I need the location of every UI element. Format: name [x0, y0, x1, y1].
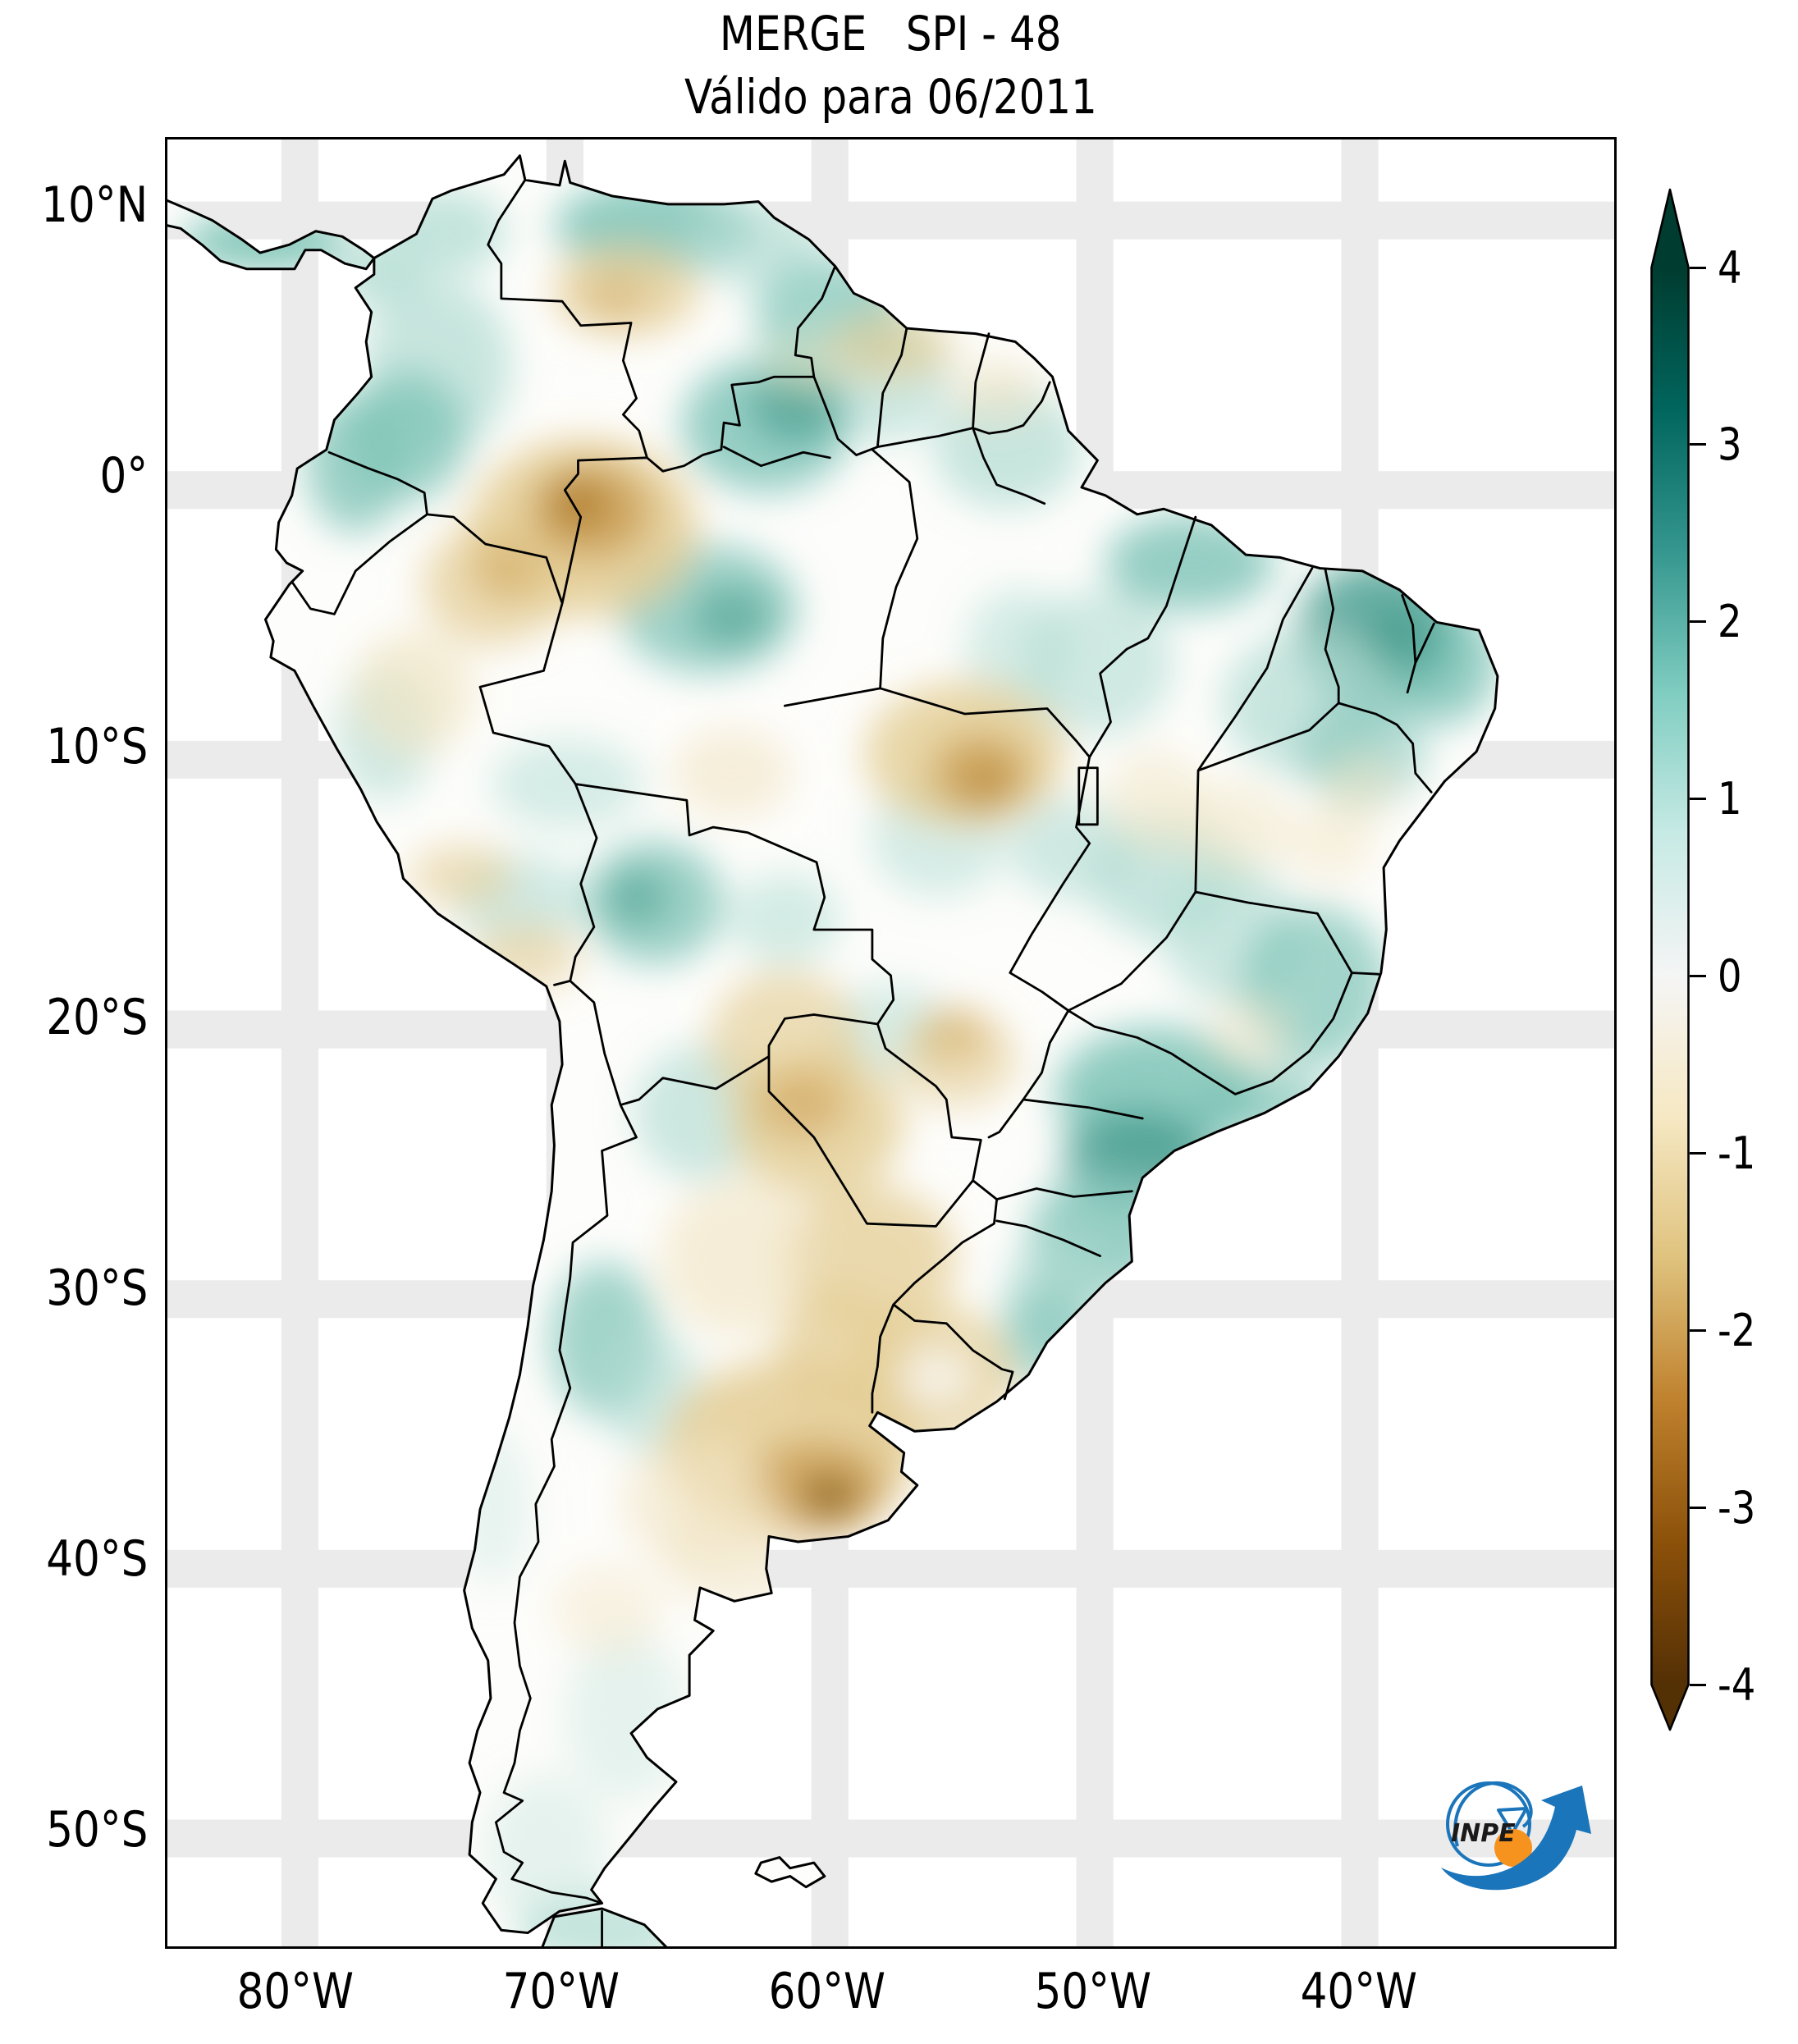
logo-swoosh-arrow-icon: [1441, 1786, 1591, 1891]
lat-tick-10s: 10°S: [45, 718, 148, 775]
inpe-logo: INPE: [1430, 1746, 1610, 1901]
colorbar-tick: 1: [1690, 773, 1798, 825]
state-borders: [724, 428, 1434, 1256]
country-borders: [292, 180, 1050, 1946]
lon-tick-80w: 80°W: [236, 1963, 355, 2020]
colorbar-tick: -2: [1690, 1305, 1798, 1356]
lon-tick-70w: 70°W: [502, 1963, 620, 2020]
lat-tick-20s: 20°S: [45, 989, 148, 1046]
logo-text: INPE: [1451, 1819, 1516, 1848]
logo-orange-ball-icon: [1494, 1829, 1532, 1867]
map-plot-area: [165, 137, 1617, 1949]
title-line1: MERGE SPI - 48: [720, 6, 1062, 62]
lat-tick-50s: 50°S: [45, 1801, 148, 1859]
colorbar-tick: 3: [1690, 418, 1798, 470]
colorbar-tick: -1: [1690, 1127, 1798, 1179]
lat-tick-40s: 40°S: [45, 1530, 148, 1588]
logo-spiral-icon: [1453, 1781, 1533, 1847]
colorbar-tick: -4: [1690, 1659, 1798, 1711]
coastline: [167, 156, 1498, 1946]
lat-tick-10n: 10°N: [40, 176, 148, 234]
lon-tick-50w: 50°W: [1034, 1963, 1152, 2020]
lat-tick-0: 0°: [99, 447, 148, 505]
colorbar-tick: 0: [1690, 950, 1798, 1002]
logo-arrowhead-icon: [1497, 1807, 1528, 1835]
map-canvas: [167, 139, 1614, 1946]
latitude-axis: 10°N 0° 10°S 20°S 30°S 40°S 50°S: [0, 176, 148, 1859]
colorbar: [1650, 188, 1690, 1735]
colorbar-gradient-bar: [1650, 188, 1690, 1731]
lon-tick-60w: 60°W: [768, 1963, 886, 2020]
colorbar-ticks: 4 3 2 1 0 -1 -2 -3 -4: [1690, 242, 1798, 1711]
lon-tick-40w: 40°W: [1300, 1963, 1418, 2020]
figure-title: MERGE SPI - 48 Válido para 06/2011: [165, 8, 1617, 135]
spi-field: [181, 180, 1498, 1946]
lat-tick-30s: 30°S: [45, 1260, 148, 1317]
colorbar-tick: 4: [1690, 242, 1798, 294]
colorbar-tick: 2: [1690, 596, 1798, 647]
longitude-axis: 80°W 70°W 60°W 50°W 40°W: [213, 1963, 1441, 2020]
colorbar-tick: -3: [1690, 1482, 1798, 1534]
title-line2: Válido para 06/2011: [684, 69, 1097, 125]
